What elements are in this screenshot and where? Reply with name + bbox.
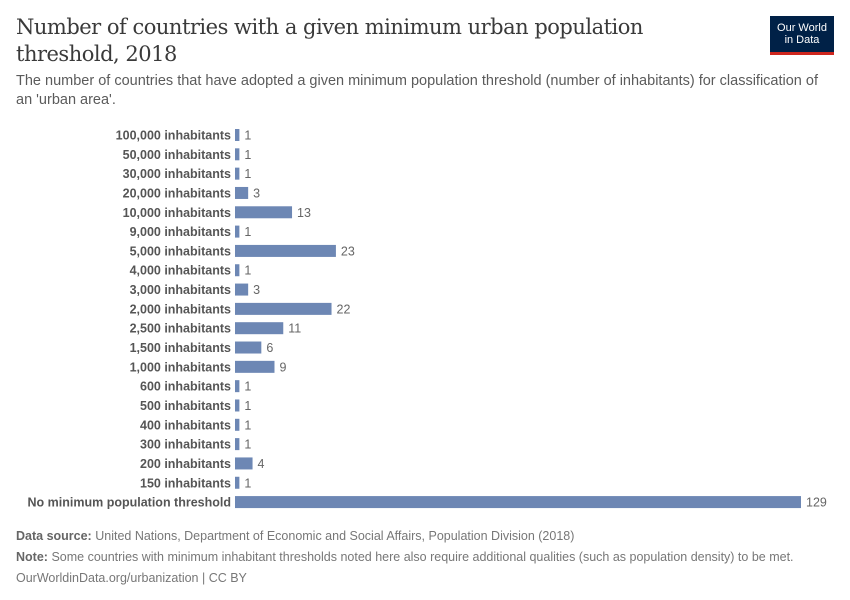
bar[interactable] [235,399,240,412]
source-text: United Nations, Department of Economic a… [95,529,575,543]
category-label: 200 inhabitants [140,457,231,471]
category-label: 10,000 inhabitants [123,206,231,220]
bar[interactable] [235,167,240,180]
category-label: 1,000 inhabitants [130,360,231,374]
source-url[interactable]: OurWorldinData.org/urbanization | CC BY [16,571,247,585]
category-label: 4,000 inhabitants [130,264,231,278]
category-label: 9,000 inhabitants [130,225,231,239]
category-label: 400 inhabitants [140,418,231,432]
value-label: 3 [253,186,260,200]
note-text: Some countries with minimum inhabitant t… [51,550,794,564]
category-label: 150 inhabitants [140,476,231,490]
category-label: 5,000 inhabitants [130,244,231,258]
logo-line2: in Data [784,34,820,46]
value-label: 1 [244,418,251,432]
value-label: 4 [258,457,265,471]
category-label: 3,000 inhabitants [130,283,231,297]
bar[interactable] [235,206,293,219]
bar[interactable] [235,322,284,335]
chart-subtitle: The number of countries that have adopte… [16,73,818,108]
value-label: 1 [244,225,251,239]
value-label: 129 [806,496,827,510]
value-label: 9 [279,360,286,374]
source-label: Data source: [16,529,92,543]
bar[interactable] [235,186,249,199]
bar[interactable] [235,302,332,315]
category-label: 500 inhabitants [140,399,231,413]
bar[interactable] [235,496,801,509]
data-source: Data source: United Nations, Department … [16,529,574,543]
value-label: 1 [244,476,251,490]
value-label: 3 [253,283,260,297]
bar[interactable] [235,418,240,431]
category-label: 300 inhabitants [140,438,231,452]
note-label: Note: [16,550,48,564]
bar[interactable] [235,476,240,489]
value-label: 23 [341,244,355,258]
value-label: 13 [297,206,311,220]
category-label: 1,500 inhabitants [130,341,231,355]
bar[interactable] [235,457,253,470]
value-label: 11 [288,322,301,336]
note: Note: Some countries with minimum inhabi… [16,550,794,564]
bar[interactable] [235,129,240,141]
category-label: 600 inhabitants [140,380,231,394]
bar[interactable] [235,283,249,296]
bar[interactable] [235,438,240,451]
category-label: 2,000 inhabitants [130,302,231,316]
category-label: 30,000 inhabitants [123,167,231,181]
value-label: 1 [244,380,251,394]
value-label: 22 [337,302,351,316]
category-label: No minimum population threshold [28,496,231,510]
value-label: 1 [244,399,251,413]
value-label: 1 [244,438,251,452]
bar[interactable] [235,225,240,238]
bar[interactable] [235,360,275,373]
value-label: 1 [244,167,251,181]
value-label: 1 [244,264,251,278]
bar[interactable] [235,148,240,161]
category-label: 100,000 inhabitants [116,129,231,143]
value-label: 6 [266,341,273,355]
bar[interactable] [235,341,262,354]
chart-title: Number of countries with a given minimum… [16,15,643,66]
category-label: 50,000 inhabitants [123,148,231,162]
owid-logo[interactable]: Our World in Data [770,16,834,55]
bar[interactable] [235,244,336,257]
bar[interactable] [235,264,240,277]
bar[interactable] [235,380,240,393]
category-label: 20,000 inhabitants [123,186,231,200]
category-label: 2,500 inhabitants [130,322,231,336]
value-label: 1 [244,148,251,162]
value-label: 1 [244,129,251,143]
logo-line1: Our World [777,22,827,34]
